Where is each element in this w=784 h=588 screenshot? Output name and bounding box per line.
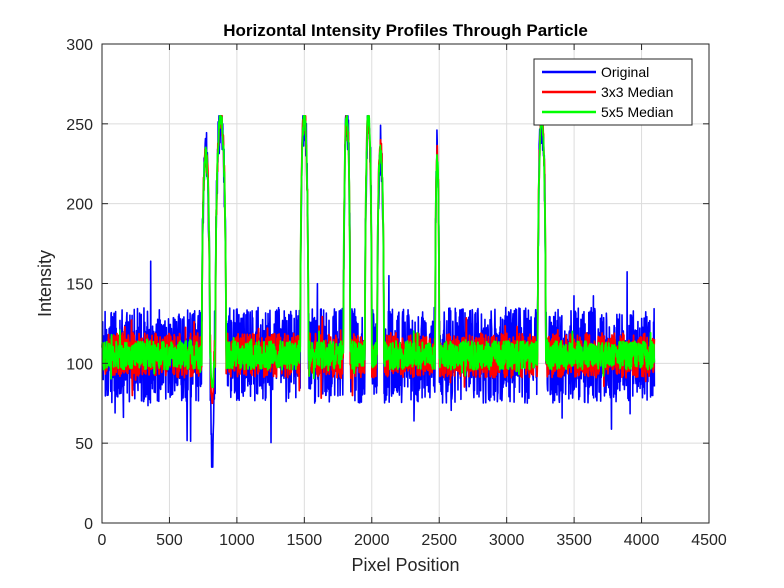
y-tick-label: 250 — [66, 117, 93, 134]
legend: Original 3x3 Median 5x5 Median — [533, 58, 693, 126]
x-axis-title: Pixel Position — [351, 555, 459, 575]
x-tick-label: 4000 — [624, 532, 660, 549]
legend-label: 3x3 Median — [601, 84, 673, 100]
y-tick-label: 100 — [66, 356, 93, 373]
grid-lines — [102, 44, 709, 523]
chart-title: Horizontal Intensity Profiles Through Pa… — [223, 21, 588, 40]
x-tick-label: 2000 — [354, 532, 390, 549]
legend-label: Original — [601, 64, 649, 80]
x-tick-label: 0 — [98, 532, 107, 549]
x-tick-label: 2500 — [421, 532, 457, 549]
x-tick-label: 3500 — [556, 532, 592, 549]
axis-ticks: 0 500 1000 1500 2000 2500 3000 3500 4000 4500 0 50 1… — [66, 37, 727, 549]
y-tick-label: 150 — [66, 277, 93, 294]
x-tick-label: 4500 — [691, 532, 727, 549]
series-layer — [101, 114, 656, 468]
x-tick-label: 3000 — [489, 532, 525, 549]
x-tick-label: 500 — [156, 532, 183, 549]
legend-label: 5x5 Median — [601, 104, 673, 120]
y-tick-label: 50 — [75, 436, 93, 453]
y-tick-label: 0 — [84, 516, 93, 533]
x-tick-label: 1000 — [219, 532, 255, 549]
y-tick-label: 200 — [66, 197, 93, 214]
y-axis-title: Intensity — [35, 250, 55, 317]
series-line-3 — [101, 114, 656, 389]
y-tick-label: 300 — [66, 37, 93, 54]
x-tick-label: 1500 — [287, 532, 323, 549]
